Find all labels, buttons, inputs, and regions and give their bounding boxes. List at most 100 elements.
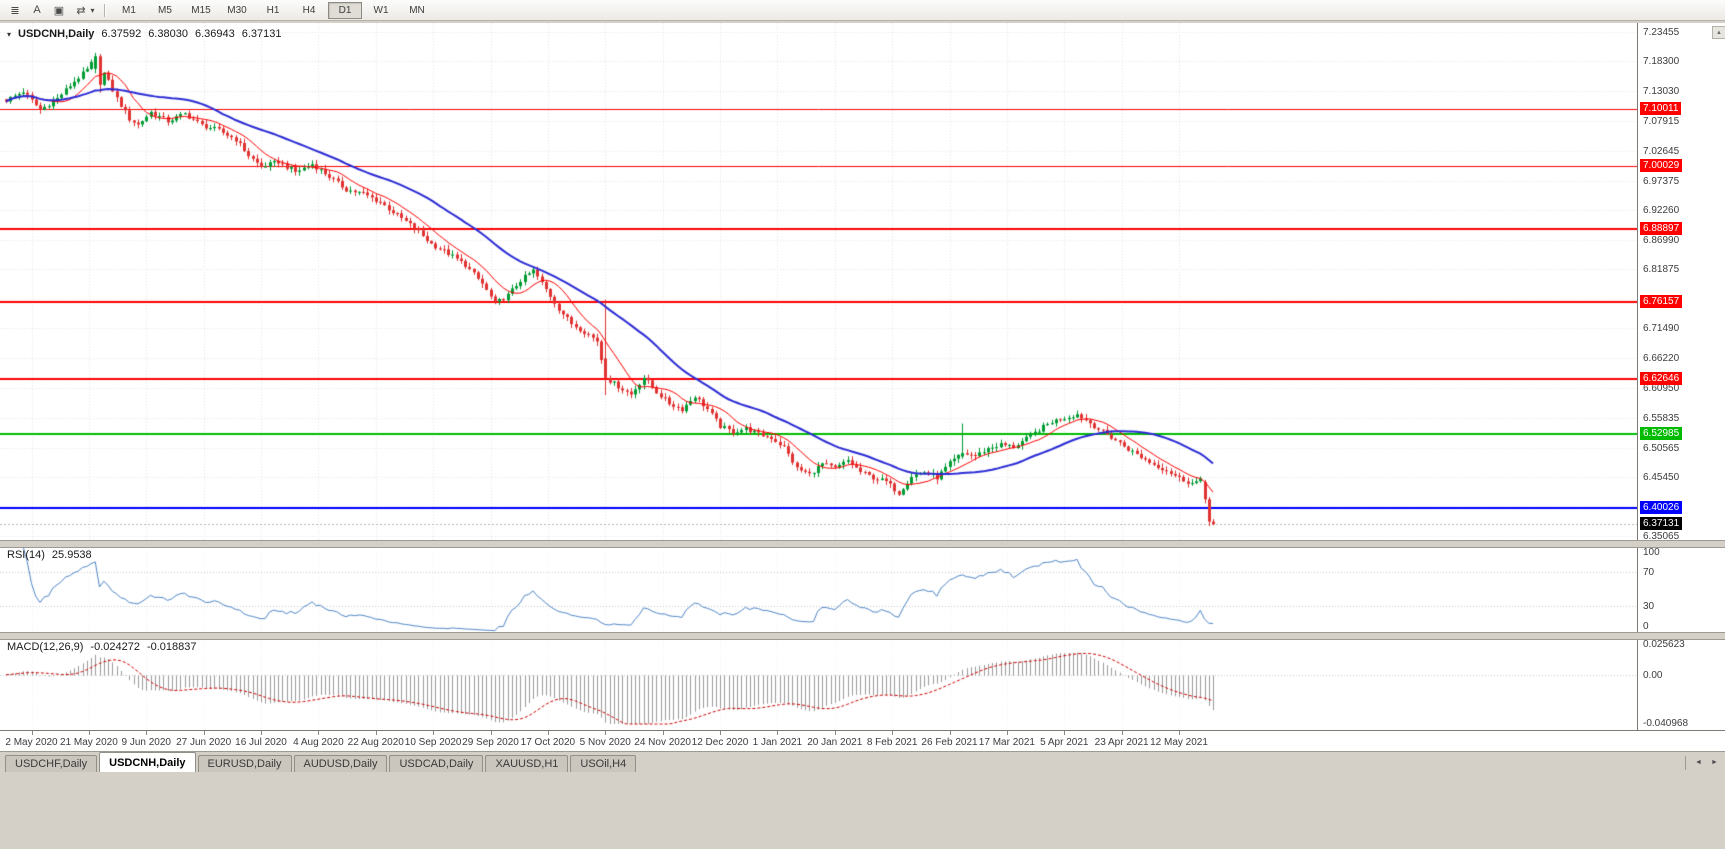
time-axis-label: 23 Apr 2021 (1094, 737, 1149, 748)
current-price-badge: 6.37131 (1640, 517, 1683, 530)
chart-tab-usdchf[interactable]: USDCHF,Daily (5, 755, 98, 772)
chart-tab-audusd[interactable]: AUDUSD,Daily (293, 755, 388, 772)
toolbar-separator (104, 3, 105, 17)
template-icon[interactable]: ▣ (53, 4, 65, 17)
price-tick-label: 6.92260 (1643, 205, 1680, 216)
main-chart-canvas[interactable] (0, 23, 1637, 540)
time-axis-label: 12 Dec 2020 (691, 737, 749, 748)
timeframe-button-m30[interactable]: M30 (227, 4, 247, 16)
price-tick-label: 6.66220 (1643, 353, 1680, 364)
price-tick-label: 6.86990 (1643, 235, 1680, 246)
chart-collapse-icon[interactable]: ▾ (7, 30, 12, 39)
price-axis[interactable]: 7.23455 7.18300 7.13030 7.07915 7.02645 6.973… (1637, 23, 1725, 730)
time-axis-label: 27 Jun 2020 (176, 737, 232, 748)
chart-tab-usoil[interactable]: USOil,H4 (570, 755, 637, 772)
time-axis-tick (1064, 731, 1065, 735)
chart-tab-bar: USDCHF,Daily USDCNH,Daily EURUSD,Daily AUDU… (0, 751, 1725, 772)
time-axis-label: 8 Feb 2021 (866, 737, 918, 748)
timeframe-button-h4[interactable]: H4 (302, 4, 316, 16)
rsi-scale-label: 70 (1643, 567, 1655, 578)
ohlc-low: 6.36943 (194, 28, 235, 40)
rsi-panel-canvas[interactable] (0, 546, 1637, 632)
time-axis-label: 5 Apr 2021 (1040, 737, 1089, 748)
tab-arrows-separator (1685, 755, 1686, 770)
level-price-badge: 6.88897 (1640, 222, 1683, 235)
price-tick-label: 6.35065 (1643, 531, 1680, 542)
timeframe-button-m1[interactable]: M1 (122, 4, 136, 16)
level-price-badge: 7.00029 (1640, 159, 1683, 172)
time-axis[interactable]: 2 May 2020 21 May 2020 9 Jun 2020 27 Jun 20… (0, 730, 1725, 752)
time-axis-tick (261, 731, 262, 735)
time-axis-label: 10 Sep 2020 (404, 737, 462, 748)
chart-scroll-corner-icon[interactable]: ▲ (1712, 26, 1725, 39)
level-price-badge: 6.52985 (1640, 427, 1683, 440)
time-axis-tick (1007, 731, 1008, 735)
toolbar: ≣ A ▣ ⇄ ▾ M1 M5 M15 M30 H1 H4 D1 W1 MN (0, 0, 1725, 21)
time-axis-label: 5 Nov 2020 (579, 737, 631, 748)
macd-signal-value: -0.018837 (146, 641, 197, 653)
time-axis-label: 4 Aug 2020 (293, 737, 344, 748)
price-tick-label: 7.07915 (1643, 116, 1680, 127)
chart-tab-usdcnh[interactable]: USDCNH,Daily (99, 752, 196, 772)
level-price-badge: 6.62646 (1640, 372, 1683, 385)
time-axis-tick (1179, 731, 1180, 735)
macd-main-value: -0.024272 (90, 641, 140, 653)
rsi-scale-label: 0 (1643, 621, 1649, 632)
time-axis-tick (89, 731, 90, 735)
tabs-scroll-left-button[interactable]: ◄ (1695, 759, 1702, 766)
ohlc-close: 6.37131 (241, 28, 282, 40)
cycle-symbol-icon[interactable]: ⇄ (76, 4, 86, 17)
price-tick-label: 6.50565 (1643, 443, 1680, 454)
rsi-value: 25.9538 (51, 549, 92, 561)
time-axis-tick (720, 731, 721, 735)
macd-panel-canvas[interactable] (0, 638, 1637, 730)
timeframe-button-w1[interactable]: W1 (373, 4, 389, 16)
timeframe-button-h1[interactable]: H1 (266, 4, 280, 16)
time-axis-label: 20 Jan 2021 (807, 737, 863, 748)
rsi-name: RSI(14) (7, 549, 45, 561)
time-axis-label: 29 Sep 2020 (462, 737, 519, 748)
time-axis-tick (605, 731, 606, 735)
level-price-badge: 7.10011 (1640, 102, 1682, 115)
price-tick-label: 6.97375 (1643, 176, 1680, 187)
time-axis-tick (835, 731, 836, 735)
chart-tab-xauusd[interactable]: XAUUSD,H1 (485, 755, 569, 772)
tab-arrows: ◄ ► (1685, 755, 1722, 770)
time-axis-label: 24 Nov 2020 (634, 737, 691, 748)
time-axis-tick (146, 731, 147, 735)
ohlc-open: 6.37592 (101, 28, 142, 40)
tabs-scroll-right-button[interactable]: ► (1711, 759, 1718, 766)
chart-tab-eurusd[interactable]: EURUSD,Daily (197, 755, 292, 772)
price-tick-label: 6.71490 (1643, 323, 1680, 334)
timeframe-button-m5[interactable]: M5 (158, 4, 172, 16)
macd-scale-label: 0.00 (1643, 670, 1663, 681)
timeframe-button-d1[interactable]: D1 (328, 1, 362, 19)
time-axis-label: 9 Jun 2020 (121, 737, 172, 748)
timeframe-group: M1 M5 M15 M30 H1 H4 D1 W1 MN (111, 0, 435, 20)
chart-tab-usdcad[interactable]: USDCAD,Daily (389, 755, 484, 772)
timeframe-button-m15[interactable]: M15 (191, 4, 211, 16)
time-axis-label: 1 Jan 2021 (752, 737, 803, 748)
time-axis-label: 22 Aug 2020 (347, 737, 404, 748)
chart-windows-icon[interactable]: ≣ (10, 4, 20, 17)
toolbar-icons: ≣ A ▣ ⇄ ▾ (4, 0, 98, 20)
panel-splitter[interactable] (0, 540, 1725, 548)
time-axis-tick (950, 731, 951, 735)
macd-scale-label: 0.025623 (1643, 639, 1685, 650)
bottom-panel (0, 772, 1725, 849)
time-axis-label: 26 Feb 2021 (921, 737, 978, 748)
time-axis-label: 12 May 2021 (1150, 737, 1208, 748)
time-axis-label: 2 May 2020 (5, 737, 58, 748)
price-tick-label: 6.81875 (1643, 264, 1680, 275)
panel-splitter[interactable] (0, 632, 1725, 640)
price-tick-label: 7.13030 (1643, 86, 1680, 97)
dropdown-caret-icon[interactable]: ▾ (90, 5, 95, 15)
timeframe-button-mn[interactable]: MN (409, 4, 425, 16)
level-price-badge: 6.76157 (1640, 295, 1683, 308)
macd-name: MACD(12,26,9) (7, 641, 84, 653)
price-tick-label: 7.02645 (1643, 146, 1680, 157)
price-tick-label: 7.18300 (1643, 56, 1680, 67)
text-tool-icon[interactable]: A (33, 4, 41, 16)
time-axis-tick (318, 731, 319, 735)
rsi-scale-label: 30 (1643, 601, 1655, 612)
